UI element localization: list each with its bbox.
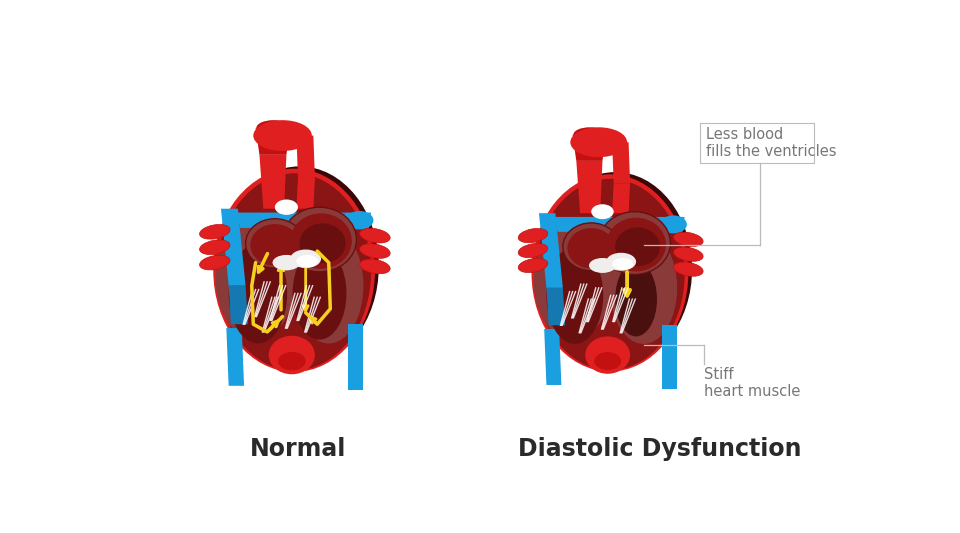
Ellipse shape [346, 211, 373, 230]
Polygon shape [297, 178, 315, 209]
Ellipse shape [200, 224, 230, 239]
Ellipse shape [532, 174, 688, 372]
Ellipse shape [674, 262, 703, 276]
Polygon shape [659, 217, 684, 232]
Polygon shape [612, 183, 630, 213]
Ellipse shape [294, 228, 364, 343]
Ellipse shape [573, 127, 606, 142]
Polygon shape [544, 329, 562, 385]
Polygon shape [572, 135, 606, 161]
Text: Normal: Normal [250, 437, 347, 461]
Ellipse shape [536, 179, 684, 370]
Ellipse shape [537, 174, 690, 364]
Ellipse shape [213, 168, 375, 372]
Polygon shape [539, 213, 563, 288]
Ellipse shape [606, 253, 636, 271]
Ellipse shape [546, 247, 603, 344]
Ellipse shape [297, 255, 318, 267]
Ellipse shape [293, 247, 347, 340]
Polygon shape [662, 325, 677, 389]
Polygon shape [576, 161, 603, 213]
Ellipse shape [591, 204, 613, 219]
Polygon shape [297, 135, 315, 178]
Polygon shape [255, 128, 290, 155]
Ellipse shape [246, 219, 304, 268]
Ellipse shape [606, 217, 666, 271]
Ellipse shape [216, 216, 296, 340]
Ellipse shape [594, 352, 621, 370]
Ellipse shape [360, 244, 390, 259]
Ellipse shape [534, 221, 612, 340]
Ellipse shape [290, 249, 321, 268]
Ellipse shape [674, 232, 703, 246]
Ellipse shape [228, 244, 287, 343]
Ellipse shape [200, 240, 230, 255]
Ellipse shape [589, 258, 616, 273]
Ellipse shape [200, 255, 230, 270]
Ellipse shape [220, 166, 379, 367]
Ellipse shape [518, 259, 548, 272]
Polygon shape [221, 209, 246, 286]
Ellipse shape [563, 223, 619, 271]
Ellipse shape [219, 168, 377, 364]
Text: Stiff
heart muscle: Stiff heart muscle [704, 367, 800, 399]
Ellipse shape [360, 228, 390, 243]
Ellipse shape [518, 244, 548, 257]
Ellipse shape [615, 228, 660, 266]
Ellipse shape [282, 207, 356, 272]
Ellipse shape [278, 352, 305, 370]
Ellipse shape [290, 213, 352, 269]
Ellipse shape [539, 172, 692, 366]
Ellipse shape [269, 336, 315, 374]
Ellipse shape [275, 199, 298, 215]
Ellipse shape [567, 228, 615, 269]
Ellipse shape [610, 232, 677, 344]
Polygon shape [546, 288, 565, 325]
Polygon shape [348, 324, 364, 390]
Ellipse shape [251, 224, 300, 265]
Ellipse shape [586, 336, 630, 374]
Ellipse shape [570, 127, 627, 157]
Text: Less blood
fills the ventricles: Less blood fills the ventricles [706, 127, 836, 159]
Text: Diastolic Dysfunction: Diastolic Dysfunction [518, 437, 802, 461]
Polygon shape [236, 213, 348, 228]
Ellipse shape [612, 258, 633, 270]
Polygon shape [228, 286, 248, 324]
Polygon shape [612, 142, 630, 183]
Ellipse shape [518, 229, 548, 243]
Ellipse shape [273, 255, 300, 270]
Ellipse shape [674, 247, 703, 261]
Ellipse shape [599, 212, 670, 274]
Polygon shape [554, 217, 662, 232]
Ellipse shape [615, 262, 657, 336]
Polygon shape [344, 213, 372, 228]
Ellipse shape [256, 120, 290, 135]
Ellipse shape [660, 215, 686, 233]
Ellipse shape [253, 120, 312, 151]
Ellipse shape [360, 259, 390, 274]
Polygon shape [227, 328, 244, 386]
Ellipse shape [300, 223, 346, 263]
Ellipse shape [217, 173, 372, 370]
Polygon shape [259, 155, 286, 209]
